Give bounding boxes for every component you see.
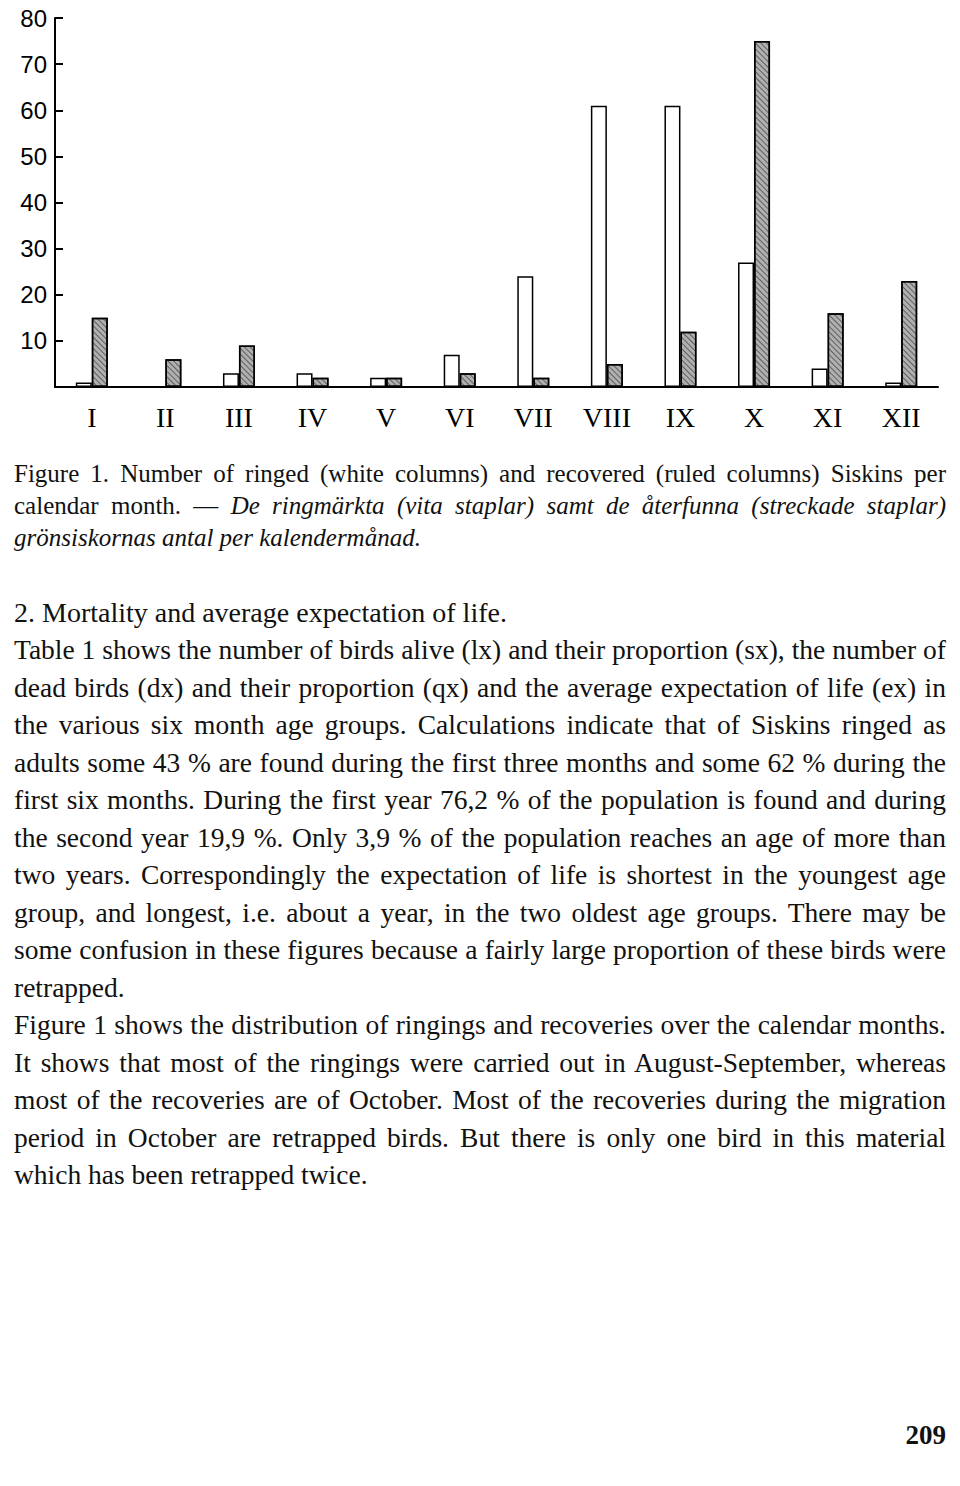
svg-text:IV: IV — [298, 402, 328, 433]
html-text:Figure 1 shows the distributio: Figure 1 shows the distribution of ringi… — [14, 1009, 946, 1190]
html-text:209: 209 — [905, 1420, 946, 1450]
svg-text:30: 30 — [20, 235, 47, 262]
svg-text:10: 10 — [20, 327, 47, 354]
svg-text:70: 70 — [20, 51, 47, 78]
svg-text:20: 20 — [20, 281, 47, 308]
svg-text:XI: XI — [813, 402, 843, 433]
svg-text:VIII: VIII — [583, 402, 631, 433]
html-text:2. Mortality and average expec: 2. Mortality and average expectation of … — [14, 597, 507, 628]
svg-text:IX: IX — [666, 402, 696, 433]
svg-text:I: I — [87, 402, 96, 433]
svg-text:X: X — [744, 402, 764, 433]
svg-text:XII: XII — [882, 402, 921, 433]
svg-text:VI: VI — [445, 402, 475, 433]
svg-text:II: II — [156, 402, 175, 433]
html-text:Figure 1. Number of ringed (wh: Figure 1. Number of ringed (white column… — [14, 460, 946, 551]
svg-text:50: 50 — [20, 143, 47, 170]
svg-text:III: III — [225, 402, 253, 433]
svg-text:40: 40 — [20, 189, 47, 216]
svg-text:80: 80 — [20, 5, 47, 32]
svg-text:VII: VII — [514, 402, 553, 433]
svg-text:60: 60 — [20, 97, 47, 124]
html-text:Table 1 shows the number of bi: Table 1 shows the number of birds alive … — [14, 634, 946, 1003]
svg-text:V: V — [376, 402, 396, 433]
